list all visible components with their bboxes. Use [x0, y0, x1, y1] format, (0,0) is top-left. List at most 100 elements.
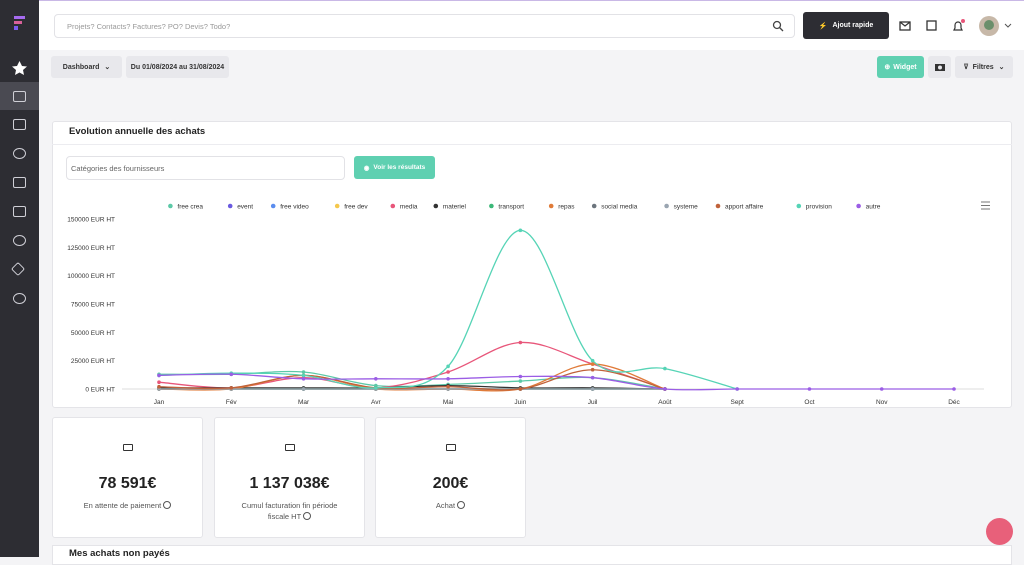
series-line — [158, 341, 666, 390]
info-icon[interactable] — [457, 501, 466, 509]
data-point — [301, 373, 306, 378]
filters-label: Filtres — [972, 63, 994, 71]
data-point — [518, 387, 523, 391]
camera-icon — [934, 64, 945, 71]
docs-icon[interactable] — [13, 177, 26, 188]
search-input[interactable]: Projets? Contacts? Factures? PO? Devis? … — [54, 14, 795, 38]
stat-label: Cumul facturation fin période fiscale HT — [215, 500, 364, 522]
info-icon[interactable] — [163, 501, 172, 509]
avatar[interactable] — [978, 15, 1014, 37]
legend-label: apport affaire — [725, 204, 764, 211]
series-line — [158, 373, 954, 391]
bolt-icon: ⚡ — [818, 22, 828, 30]
x-tick-label: Jan — [154, 399, 165, 406]
cash-icon — [446, 444, 456, 451]
favorites-icon[interactable] — [0, 56, 39, 78]
data-point — [518, 340, 523, 345]
y-tick-label: 25000 EUR HT — [71, 358, 115, 365]
stat-label-text: Achat — [435, 501, 456, 510]
calendar-icon[interactable] — [13, 119, 26, 130]
submit-button[interactable]: ◉ Voir les résultats — [354, 156, 435, 179]
data-point — [301, 370, 306, 374]
contacts-icon[interactable] — [13, 235, 26, 246]
user-icon[interactable] — [13, 293, 26, 304]
legend-label: repas — [558, 204, 575, 211]
section-title: Mes achats non payés — [69, 548, 170, 559]
camera-button[interactable] — [928, 56, 951, 78]
legend-marker — [856, 203, 861, 209]
chat-bubble[interactable] — [986, 518, 1013, 545]
data-point — [446, 377, 450, 381]
unpaid-card — [52, 545, 1012, 565]
data-point — [663, 366, 667, 371]
series-line — [158, 369, 666, 391]
widget-label: Widget — [893, 63, 917, 71]
box-icon[interactable] — [13, 206, 26, 217]
data-point — [590, 387, 595, 391]
data-point — [590, 367, 595, 372]
data-point — [374, 377, 378, 381]
data-point — [879, 387, 884, 391]
legend-marker — [433, 203, 439, 209]
data-point — [590, 362, 595, 366]
home-active[interactable] — [0, 82, 39, 110]
submit-label: Voir les résultats — [373, 164, 426, 171]
dashboard-select[interactable]: Dashboard ⌄ — [51, 56, 122, 78]
legend-label: free dev — [344, 204, 368, 211]
info-icon[interactable] — [303, 512, 312, 520]
legend-label: autre — [866, 204, 881, 211]
y-tick-label: 125000 EUR HT — [67, 245, 115, 252]
x-tick-label: Juin — [514, 399, 526, 406]
x-tick-label: Déc — [948, 399, 960, 406]
chevron: ⌄ — [104, 64, 111, 71]
filters-button[interactable]: ⊽ Filtres ⌄ — [955, 56, 1013, 78]
legend-marker — [390, 203, 396, 209]
date-range[interactable]: Du 01/08/2024 au 31/08/2024 — [126, 56, 229, 78]
legend-label: media — [400, 204, 418, 211]
data-point — [518, 379, 523, 383]
top-icons[interactable] — [898, 19, 968, 33]
series-line — [158, 229, 738, 390]
x-tick-label: Mai — [443, 399, 453, 406]
stat-card: 1 137 038€ Cumul facturation fin période… — [214, 417, 365, 538]
y-tick-label: 0 EUR HT — [85, 387, 115, 394]
category-input[interactable]: Catégories des fournisseurs — [66, 156, 345, 180]
legend-marker — [168, 203, 173, 209]
legend-label: provision — [806, 204, 832, 211]
chevron: ⌄ — [998, 64, 1005, 71]
quick-add-button[interactable]: ⚡ Ajout rapide — [803, 12, 889, 39]
legend-marker — [548, 203, 554, 209]
cash-icon — [123, 444, 133, 451]
stat-value: 78 591€ — [98, 475, 157, 492]
widget-button[interactable]: ⊕ Widget — [877, 56, 924, 78]
y-tick-label: 50000 EUR HT — [71, 330, 115, 337]
x-tick-label: Avr — [371, 399, 381, 406]
data-point — [446, 384, 450, 389]
data-point — [446, 364, 450, 369]
legend-marker — [715, 203, 721, 209]
legend-marker — [334, 203, 340, 209]
money-icon[interactable] — [13, 148, 26, 159]
data-point — [446, 370, 450, 374]
series-line — [158, 363, 666, 392]
home-icon[interactable] — [13, 91, 26, 102]
x-tick-label: Mar — [298, 399, 310, 406]
menu-icon[interactable] — [981, 201, 990, 210]
data-point — [157, 380, 161, 385]
stat-label: Achat — [376, 500, 525, 511]
x-tick-label: Oct — [804, 399, 814, 406]
stat-value: 1 137 038€ — [249, 475, 330, 492]
x-tick-label: Juil — [588, 399, 598, 406]
legend-marker — [591, 203, 597, 209]
stat-label-text: Cumul facturation fin période fiscale HT — [241, 501, 338, 521]
divider — [52, 144, 1012, 145]
x-tick-label: Nov — [876, 399, 888, 406]
data-point — [663, 387, 667, 391]
filter-icon: ⊽ — [963, 64, 969, 71]
x-tick-label: Fév — [226, 399, 238, 406]
data-point — [952, 387, 956, 391]
data-point — [301, 387, 306, 391]
data-point — [590, 375, 595, 380]
